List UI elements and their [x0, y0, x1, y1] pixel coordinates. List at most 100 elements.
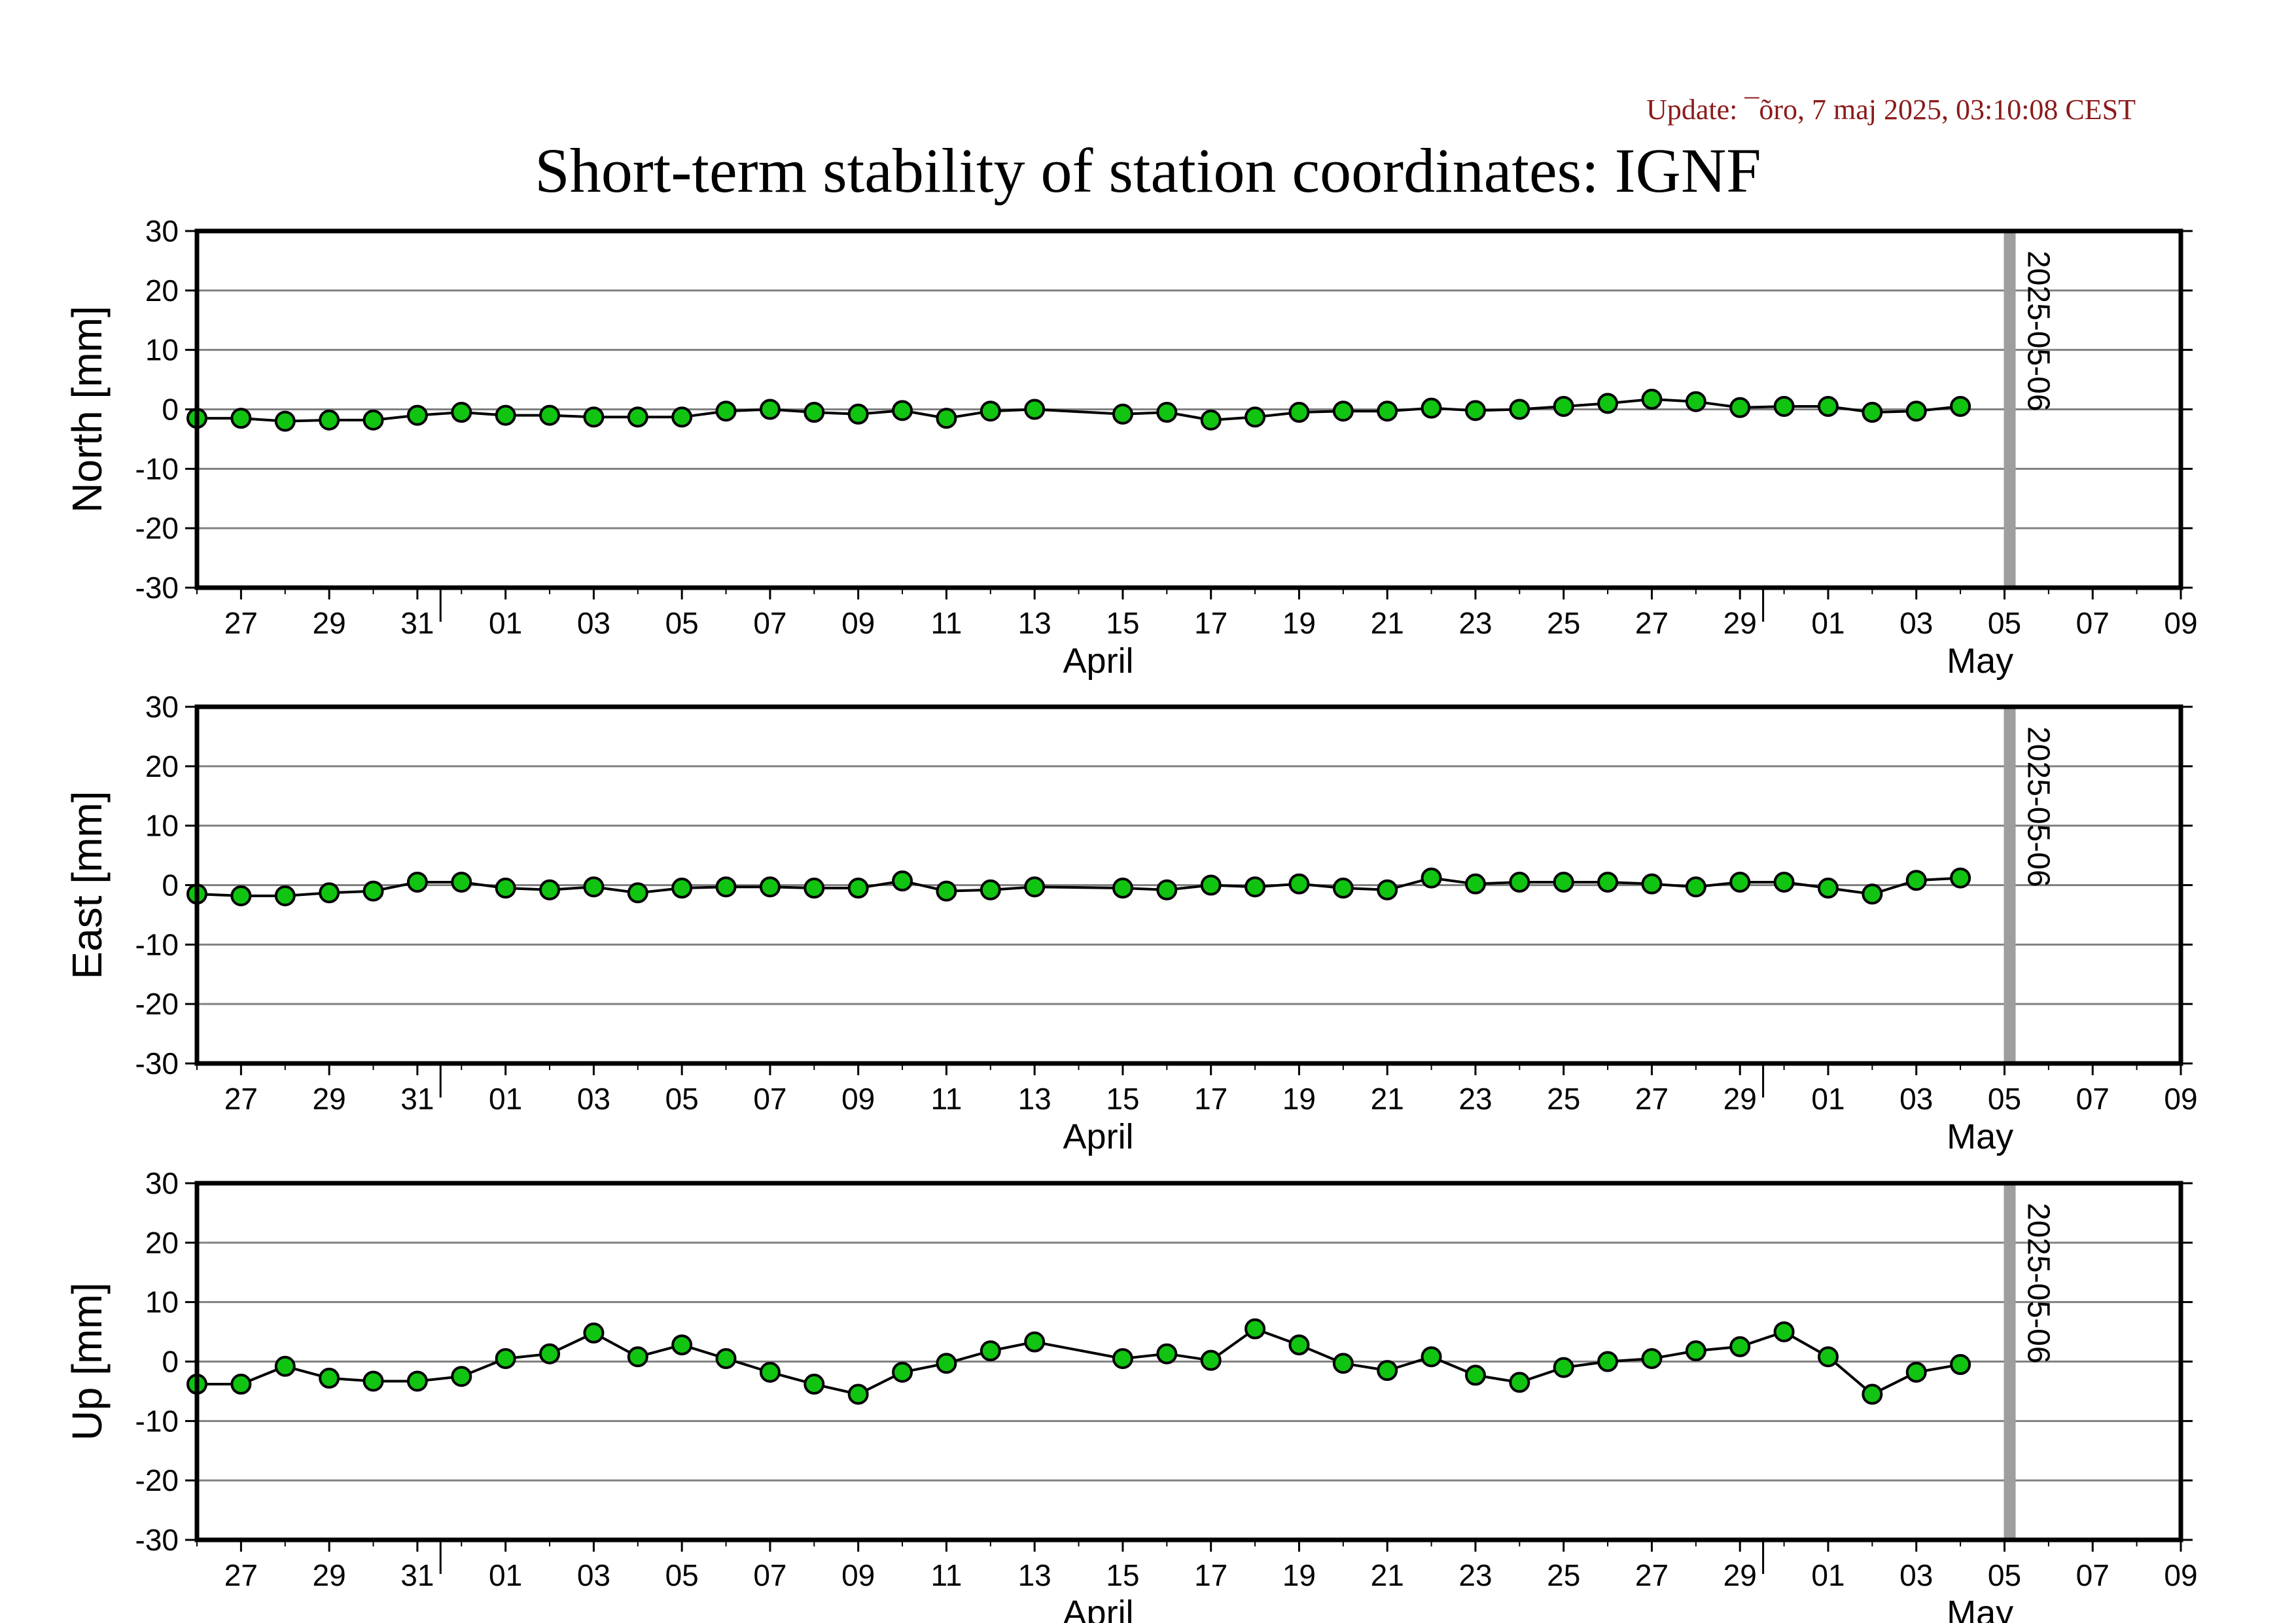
data-point [1817, 1346, 1839, 1368]
series-line [196, 876, 1961, 897]
x-tick-label: 01 [489, 1558, 522, 1592]
data-point [1464, 400, 1486, 421]
data-point [1288, 873, 1310, 895]
data-point [980, 401, 1001, 422]
data-point [583, 406, 605, 428]
data-point [627, 882, 648, 904]
data-point [1862, 402, 1883, 423]
data-point [1377, 401, 1398, 422]
data-point [1729, 871, 1751, 893]
data-point [671, 878, 693, 899]
data-point [847, 1383, 869, 1405]
data-point [892, 400, 913, 421]
data-point [759, 399, 781, 420]
data-point [804, 878, 825, 899]
x-tick-label: 05 [665, 1082, 699, 1116]
date-marker-line [2004, 707, 2016, 1063]
data-point [1905, 1361, 1927, 1383]
data-point [406, 1370, 428, 1392]
data-point [847, 403, 869, 425]
y-tick-label: -10 [135, 452, 179, 486]
x-tick-label: 07 [753, 606, 786, 640]
x-tick-label: 27 [224, 1082, 258, 1116]
data-point [1245, 406, 1266, 428]
x-tick-label: 09 [2164, 1558, 2197, 1592]
data-point [362, 880, 384, 902]
plot-frame [194, 704, 2183, 1066]
data-point [406, 404, 428, 426]
data-point [715, 1347, 737, 1369]
y-axis-label: East [mm] [63, 791, 111, 979]
panel-up: 30 20 10 0 -10 -20 -30 Up [mm] 27 29 31 01 03 05 07 09 1… [63, 1166, 2198, 1623]
data-point [1200, 874, 1222, 896]
data-point [1156, 402, 1178, 423]
data-point [1905, 401, 1927, 422]
month-label-may: May [1947, 641, 2013, 681]
y-tick-label: 10 [145, 809, 179, 843]
data-point [1377, 879, 1398, 901]
x-tick-label: 31 [400, 606, 434, 640]
x-tick-label: 19 [1282, 1082, 1316, 1116]
data-point [1464, 1364, 1486, 1386]
data-point [1509, 399, 1530, 420]
data-point [759, 876, 781, 898]
data-point [1685, 391, 1706, 412]
x-tick-label: 21 [1371, 606, 1404, 640]
x-tick-label: 09 [841, 606, 875, 640]
y-tick-label: -30 [135, 1046, 179, 1080]
y-tick-label: -30 [135, 1523, 179, 1557]
data-point [1332, 1353, 1354, 1374]
data-point [539, 879, 561, 901]
x-tick-label: 25 [1547, 1558, 1580, 1592]
data-point [1332, 401, 1354, 422]
data-point [1685, 876, 1706, 898]
x-tick-label: 07 [2076, 1082, 2110, 1116]
data-point [936, 880, 957, 902]
x-tick-label: 01 [1811, 606, 1845, 640]
x-tick-label: 27 [1635, 606, 1669, 640]
x-tick-label: 31 [400, 1558, 434, 1592]
data-point [1156, 1343, 1178, 1364]
data-point [1553, 395, 1574, 417]
data-point [539, 1343, 561, 1364]
data-point [1817, 878, 1839, 899]
data-point [1597, 393, 1619, 414]
x-tick-label: 27 [224, 1558, 258, 1592]
date-marker-label: 2025-05-06 [2021, 251, 2055, 412]
y-tick-label: -10 [135, 1404, 179, 1438]
series-line [197, 1327, 1961, 1396]
data-point [1597, 871, 1619, 893]
x-tick-label: 15 [1106, 606, 1139, 640]
x-tick-label: 29 [313, 1082, 346, 1116]
data-point [319, 882, 340, 904]
x-tick-label: 29 [313, 606, 346, 640]
data-point [847, 878, 869, 899]
data-point [892, 1361, 913, 1383]
x-tick-label: 09 [841, 1082, 875, 1116]
y-tick-label: 0 [162, 868, 179, 902]
data-point [892, 870, 913, 892]
data-point [495, 878, 516, 899]
data-point [362, 409, 384, 431]
y-tick-label: 20 [145, 1226, 179, 1260]
x-tick-label: 03 [1899, 1558, 1933, 1592]
y-tick-label: -20 [135, 1463, 179, 1497]
data-point [1288, 402, 1310, 423]
x-tick-label: 07 [753, 1558, 786, 1592]
data-point [1200, 409, 1222, 431]
x-tick-label: 19 [1282, 606, 1316, 640]
panel-north: 30 20 10 0 -10 -20 -30 North [mm] 27 29 31 01 03 05 07… [63, 214, 2198, 681]
data-point [451, 1366, 472, 1387]
data-point [1950, 1354, 1971, 1376]
update-timestamp: Update: ¯õro, 7 maj 2025, 03:10:08 CEST [1646, 94, 2136, 126]
x-tick-label: 01 [1811, 1558, 1845, 1592]
plot-frame [194, 228, 2183, 590]
date-marker-line [2004, 1183, 2016, 1540]
data-point [1641, 873, 1663, 895]
data-point [1245, 876, 1266, 898]
date-marker-line [2004, 231, 2016, 588]
x-tick-label: 17 [1194, 1558, 1227, 1592]
x-tick-label: 09 [841, 1558, 875, 1592]
x-tick-label: 11 [931, 606, 963, 640]
